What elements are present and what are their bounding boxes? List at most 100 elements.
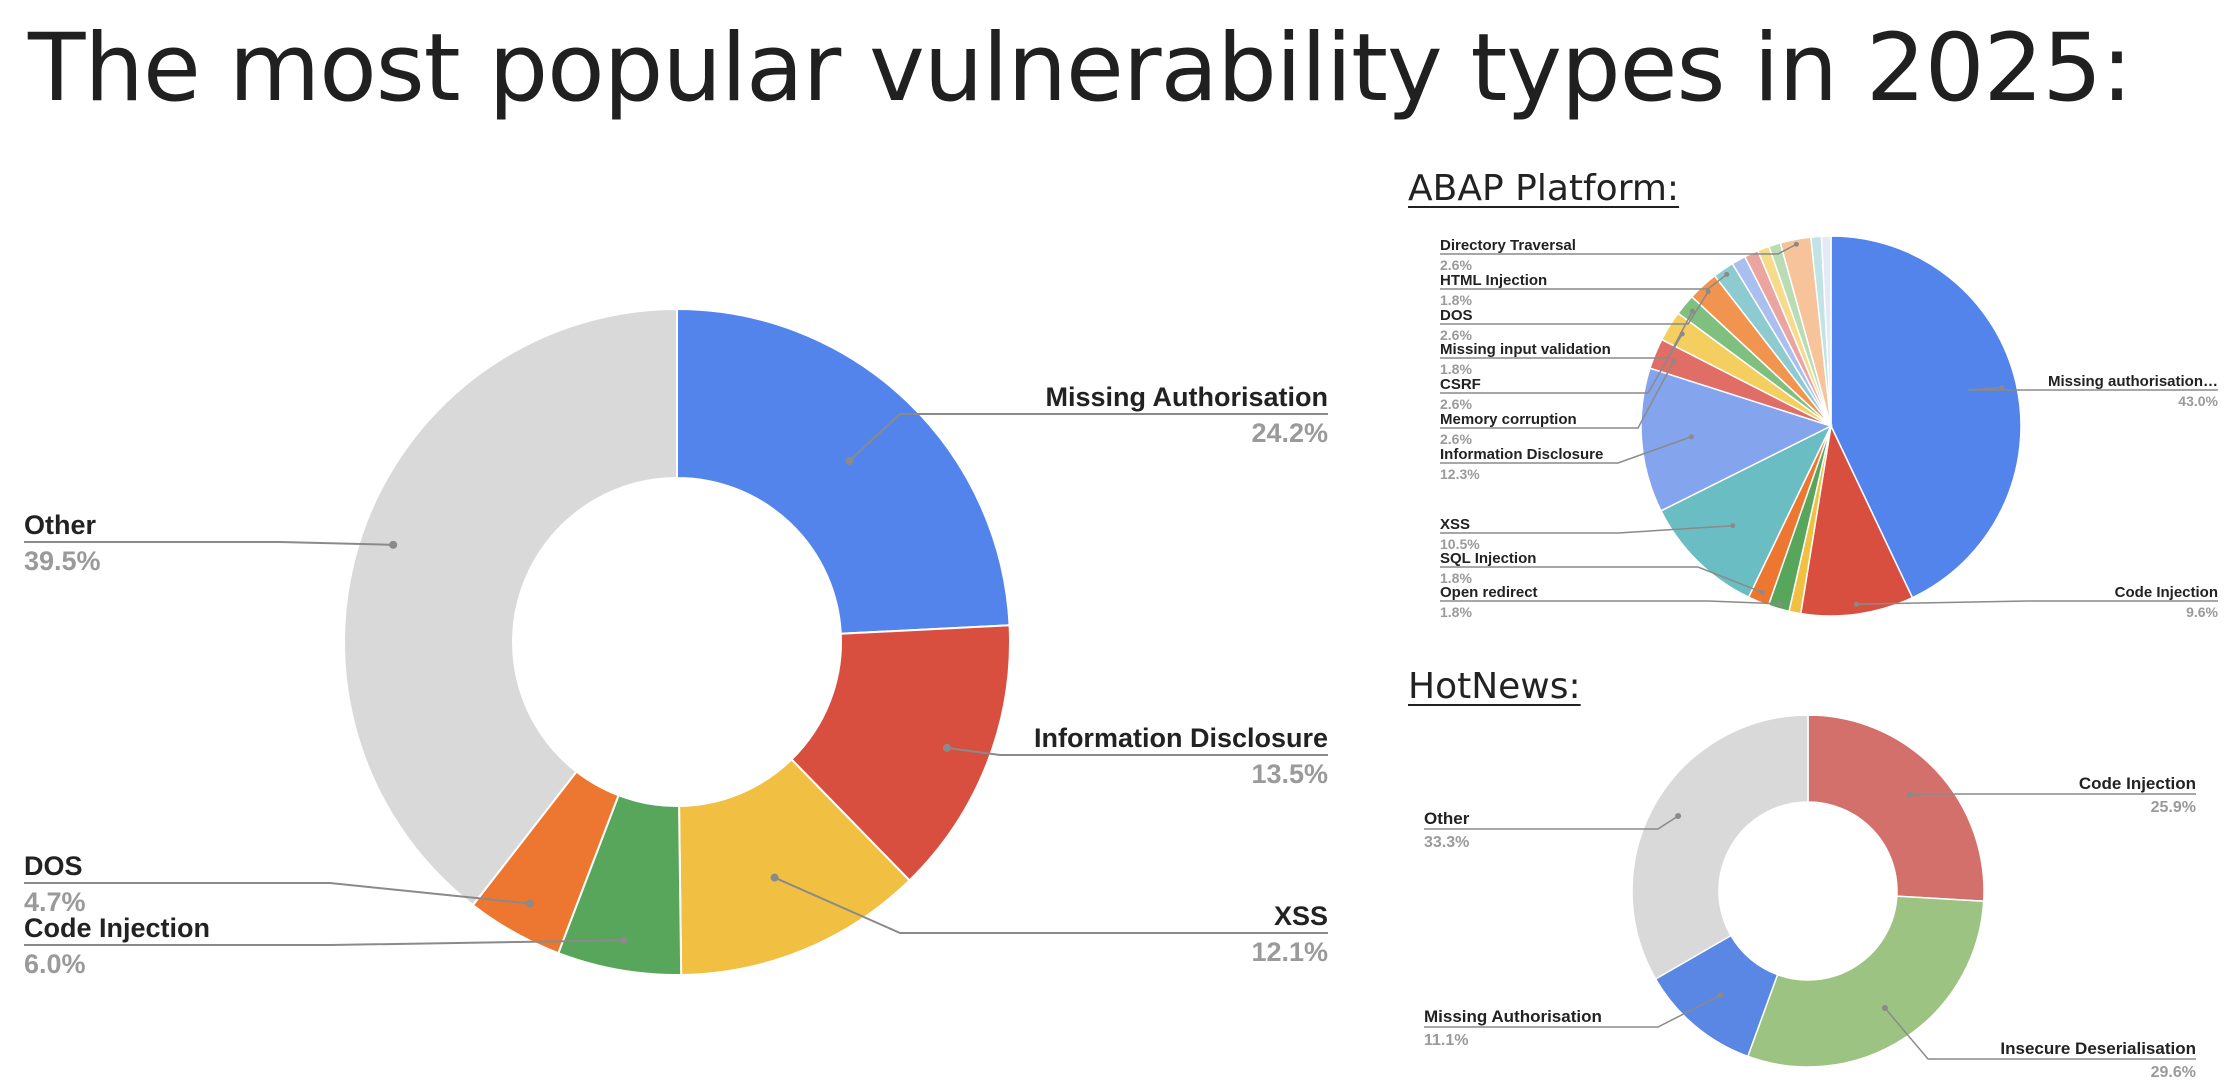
chart1-percentage-information-disclosure: 12.3% xyxy=(1440,466,1480,482)
chartundefined-slice-other-5 xyxy=(343,307,678,907)
chart1-percentage-sql-injection: 1.8% xyxy=(1440,570,1472,586)
chartundefined-leader-line-missing-authorisation xyxy=(848,413,1328,462)
chart2-percentage-missing-authorisation: 11.1% xyxy=(1424,1032,1468,1049)
chart1-label-memory-corruption: Memory corruption xyxy=(1440,411,1577,428)
chart2-slice-insecure-deserialisation-1 xyxy=(1746,895,1985,1068)
chartundefined-leader-line-information-disclosure xyxy=(946,746,1328,756)
chartundefined-anchor-dot-dos xyxy=(526,899,535,908)
chartundefined-leader-line-other xyxy=(24,541,394,546)
chartundefined-slice-xss-2 xyxy=(678,758,911,976)
chart1-percentage-missing-authorisation: 43.0% xyxy=(2178,393,2218,409)
abap-platform-heading: ABAP Platform: xyxy=(1408,168,1680,209)
chartundefined-label-information-disclosure: Information Disclosure xyxy=(1034,723,1328,753)
chart1-label-open-redirect: Open redirect xyxy=(1440,584,1538,601)
chart2-label-other: Other xyxy=(1424,809,1470,828)
chart1-percentage-html-injection: 1.8% xyxy=(1440,292,1472,308)
chart1-leader-line-code-injection xyxy=(1856,600,2218,605)
chart1-slice-missing-authorisation-0 xyxy=(1830,235,2022,599)
chart1-label-xss: XSS xyxy=(1440,516,1470,533)
chart2-anchor-dot-other xyxy=(1675,813,1682,819)
chart1-leader-line-xss xyxy=(1440,524,1733,534)
chartundefined-label-missing-authorisation: Missing Authorisation xyxy=(1046,382,1329,412)
chart1-anchor-dot-memory-corruption xyxy=(1671,358,1677,364)
chart2-anchor-dot-missing-authorisation xyxy=(1717,992,1724,999)
chart1-anchor-dot-open-redirect xyxy=(1777,601,1783,607)
chartundefined-leader-line-code-injection xyxy=(24,939,624,946)
chart1-leader-line-missing-input-validation xyxy=(1440,310,1694,359)
chart1-slice-unlabeled-18 xyxy=(1820,235,1832,427)
chart1-slice-xss-5 xyxy=(1659,424,1833,599)
chartundefined-label-dos: DOS xyxy=(24,851,83,881)
chart1-leader-line-memory-corruption xyxy=(1440,360,1675,429)
chart2-percentage-other: 33.3% xyxy=(1424,834,1469,851)
chart1-percentage-xss: 10.5% xyxy=(1440,536,1480,552)
chart2-label-missing-authorisation: Missing Authorisation xyxy=(1424,1007,1602,1026)
chart2-leader-line-code-injection xyxy=(1909,793,2196,796)
chart1-label-missing-authorisation: Missing authorisation… xyxy=(2048,373,2218,390)
chartundefined-label-other: Other xyxy=(24,510,97,540)
chartundefined-percentage-other: 39.5% xyxy=(24,546,101,576)
chart1-leader-line-sql-injection xyxy=(1440,566,1763,594)
chartundefined-percentage-missing-authorisation: 24.2% xyxy=(1251,418,1328,448)
chartundefined-label-xss: XSS xyxy=(1274,901,1328,931)
hotnews-donut-chart: Code Injection 25.9% Insecure Deserialisat… xyxy=(1424,716,2196,1081)
chart1-anchor-dot-code-injection xyxy=(1853,601,1859,607)
chart1-anchor-dot-sql-injection xyxy=(1759,589,1765,595)
chart2-leader-line-missing-authorisation xyxy=(1424,994,1721,1028)
chart1-leader-line-dos xyxy=(1440,291,1709,325)
chartundefined-anchor-dot-missing-authorisation xyxy=(845,456,854,465)
chart1-anchor-dot-xss xyxy=(1730,523,1736,529)
chart1-label-code-injection: Code Injection xyxy=(2115,584,2218,601)
chart1-percentage-directory-traversal: 2.6% xyxy=(1440,257,1472,273)
hotnews-heading: HotNews: xyxy=(1408,666,1581,707)
chart2-leader-line-other xyxy=(1424,815,1679,830)
chart2-percentage-insecure-deserialisation: 29.6% xyxy=(2151,1064,2196,1081)
chart1-percentage-code-injection: 9.6% xyxy=(2186,604,2218,620)
chart1-slice-code-injection-1 xyxy=(1799,423,1914,617)
chart1-anchor-dot-missing-authorisation xyxy=(1999,385,2005,391)
chart1-label-dos: DOS xyxy=(1440,307,1473,324)
chart1-anchor-dot-missing-input-validation xyxy=(1689,308,1695,314)
abap-pie-chart: Missing authorisation… 43.0% Code Injectio… xyxy=(1440,235,2219,620)
chartundefined-anchor-dot-other xyxy=(389,540,398,549)
chart2-leader-line-insecure-deserialisation xyxy=(1884,1007,2196,1060)
chart2-percentage-code-injection: 25.9% xyxy=(2151,799,2196,816)
chartundefined-percentage-code-injection: 6.0% xyxy=(24,949,86,979)
chart2-slice-code-injection-0 xyxy=(1807,716,1985,903)
chartundefined-leader-line-dos xyxy=(24,882,531,905)
chartundefined-percentage-information-disclosure: 13.5% xyxy=(1251,759,1328,789)
chartundefined-anchor-dot-information-disclosure xyxy=(942,743,951,752)
chart1-leader-line-open-redirect xyxy=(1440,600,1781,605)
chart1-percentage-memory-corruption: 2.6% xyxy=(1440,431,1472,447)
chartundefined-anchor-dot-xss xyxy=(770,873,779,882)
chart1-label-missing-input-validation: Missing input validation xyxy=(1440,341,1611,358)
chart1-percentage-csrf: 2.6% xyxy=(1440,396,1472,412)
slide-title: The most popular vulnerability types in … xyxy=(28,14,2133,123)
chart1-leader-line-html-injection xyxy=(1440,273,1728,290)
chartundefined-label-code-injection: Code Injection xyxy=(24,913,210,943)
chart1-anchor-dot-html-injection xyxy=(1724,271,1730,277)
chartundefined-slice-missing-authorisation-0 xyxy=(676,307,1011,635)
chartundefined-slice-information-disclosure-1 xyxy=(790,624,1011,882)
chart1-leader-line-missing-authorisation xyxy=(1967,386,2218,391)
chart1-label-csrf: CSRF xyxy=(1440,376,1481,393)
chart1-label-sql-injection: SQL Injection xyxy=(1440,550,1536,567)
chart1-label-directory-traversal: Directory Traversal xyxy=(1440,237,1576,254)
chart1-anchor-dot-directory-traversal xyxy=(1793,241,1799,247)
chartundefined-anchor-dot-code-injection xyxy=(619,936,628,945)
chart1-percentage-open-redirect: 1.8% xyxy=(1440,604,1472,620)
chart2-anchor-dot-insecure-deserialisation xyxy=(1881,1004,1888,1011)
chart1-leader-line-directory-traversal xyxy=(1440,243,1797,255)
chart2-label-insecure-deserialisation: Insecure Deserialisation xyxy=(2000,1039,2196,1058)
chart1-anchor-dot-dos xyxy=(1705,289,1711,295)
chartundefined-percentage-xss: 12.1% xyxy=(1251,937,1328,967)
chart1-label-information-disclosure: Information Disclosure xyxy=(1440,446,1603,463)
chart1-percentage-missing-input-validation: 1.8% xyxy=(1440,361,1472,377)
chart1-label-html-injection: HTML Injection xyxy=(1440,272,1547,289)
chartundefined-percentage-dos: 4.7% xyxy=(24,887,86,917)
chart2-anchor-dot-code-injection xyxy=(1906,791,1913,798)
chart2-slice-other-3 xyxy=(1631,716,1809,981)
main-donut-chart: Missing Authorisation 24.2% Information Di… xyxy=(24,307,1329,979)
chart1-leader-line-information-disclosure xyxy=(1440,436,1692,464)
chart1-percentage-dos: 2.6% xyxy=(1440,327,1472,343)
